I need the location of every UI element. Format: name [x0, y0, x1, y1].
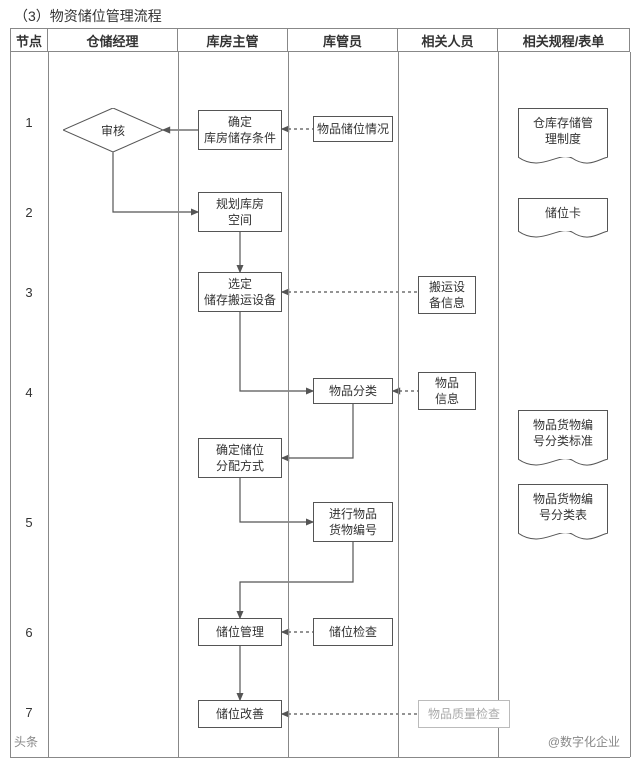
- lane-divider: [630, 52, 631, 757]
- doc-d_sys: 仓库存储管理制度: [518, 108, 608, 167]
- col-header-clerk: 库管员: [288, 29, 398, 51]
- node-n_cond: 确定库房储存条件: [198, 110, 282, 150]
- col-header-doc: 相关规程/表单: [498, 29, 630, 51]
- connector: [240, 542, 353, 618]
- node-n_scheck: 储位检查: [313, 618, 393, 646]
- decision-audit: 审核: [63, 108, 163, 152]
- col-header-rel: 相关人员: [398, 29, 498, 51]
- step-label-4: 4: [10, 385, 48, 400]
- step-label-3: 3: [10, 285, 48, 300]
- doc-d_card: 储位卡: [518, 198, 608, 241]
- node-n_smgmt: 储位管理: [198, 618, 282, 646]
- lane-divider: [48, 52, 49, 757]
- node-n_alloc: 确定储位分配方式: [198, 438, 282, 478]
- node-n_einfo: 搬运设备信息: [418, 276, 476, 314]
- page: （3）物资储位管理流程 节点仓储经理库房主管库管员相关人员相关规程/表单 1 2 3…: [0, 0, 640, 764]
- swimlane-body: 1 2 3 4 5 6 7 审核确定库房储存条件 物品储位情况规划库房空间选定储存搬运设备 搬运设…: [10, 52, 630, 758]
- connector: [240, 478, 313, 522]
- lane-divider: [288, 52, 289, 757]
- connector: [113, 152, 198, 212]
- lane-divider: [498, 52, 499, 757]
- node-n_qc: 物品质量检查: [418, 700, 510, 728]
- swimlane-header: 节点仓储经理库房主管库管员相关人员相关规程/表单: [10, 28, 630, 52]
- connector: [240, 312, 313, 391]
- watermark-left: 头条: [14, 733, 38, 750]
- node-n_status: 物品储位情况: [313, 116, 393, 142]
- lane-divider: [398, 52, 399, 757]
- node-n_pinfo: 物品信息: [418, 372, 476, 410]
- node-n_simp: 储位改善: [198, 700, 282, 728]
- connector: [282, 404, 353, 458]
- col-header-mgr: 仓储经理: [48, 29, 178, 51]
- step-label-7: 7: [10, 705, 48, 720]
- watermark-right: @数字化企业: [548, 733, 620, 750]
- step-label-1: 1: [10, 115, 48, 130]
- node-n_equip: 选定储存搬运设备: [198, 272, 282, 312]
- doc-d_std: 物品货物编号分类标准: [518, 410, 608, 469]
- lane-divider: [10, 52, 11, 757]
- decision-label: 审核: [63, 108, 163, 152]
- lane-divider: [178, 52, 179, 757]
- step-label-6: 6: [10, 625, 48, 640]
- col-header-step: 节点: [10, 29, 48, 51]
- node-n_code: 进行物品货物编号: [313, 502, 393, 542]
- page-title: （3）物资储位管理流程: [14, 6, 162, 26]
- step-label-2: 2: [10, 205, 48, 220]
- node-n_plan: 规划库房空间: [198, 192, 282, 232]
- step-label-5: 5: [10, 515, 48, 530]
- node-n_class: 物品分类: [313, 378, 393, 404]
- doc-d_tbl: 物品货物编号分类表: [518, 484, 608, 543]
- col-header-sup: 库房主管: [178, 29, 288, 51]
